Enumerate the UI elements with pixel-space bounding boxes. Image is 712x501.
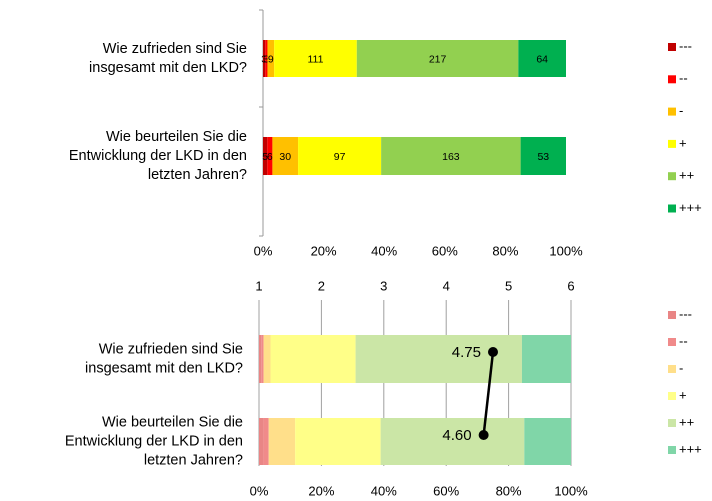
bar-segment: [274, 40, 357, 77]
x-tick-label: 100%: [549, 243, 583, 258]
bar-segment: [267, 40, 275, 77]
x-tick-label: 80%: [492, 243, 518, 258]
x-tick-label: 100%: [554, 483, 588, 498]
x2-tick-label: 2: [318, 278, 325, 293]
bar-segment: [518, 40, 566, 77]
bar-segment: [265, 40, 268, 77]
category-label: Entwicklung der LKD in den: [69, 148, 247, 164]
legend-swatch: [668, 139, 676, 148]
x-tick-label: 0%: [254, 243, 273, 258]
bar-segment: [263, 137, 268, 175]
x-tick-label: 60%: [433, 483, 459, 498]
value-label: 5: [262, 151, 268, 163]
legend-label: ++: [679, 168, 694, 183]
value-label: 163: [442, 151, 460, 163]
value-label: 3: [263, 53, 269, 65]
legend-label: -: [679, 103, 683, 118]
bar-segment: [259, 418, 264, 465]
legend-swatch: [668, 204, 676, 213]
value-label: 64: [536, 53, 548, 65]
category-label: Wie beurteilen Sie die: [102, 414, 243, 430]
legend-label: -: [679, 360, 683, 375]
legend-swatch: [668, 365, 676, 373]
bar-segment: [259, 335, 262, 383]
legend-label: +++: [679, 441, 702, 456]
category-label: letzten Jahren?: [148, 167, 247, 183]
bar-segment: [267, 137, 273, 175]
mean-point: [488, 347, 498, 357]
x2-tick-label: 3: [380, 278, 387, 293]
mean-point: [478, 430, 489, 440]
bar-segment: [263, 418, 269, 465]
bar-segment: [295, 418, 381, 465]
value-label: 3: [261, 53, 267, 65]
bar-segment: [298, 137, 382, 175]
bar-segment: [263, 335, 271, 383]
value-label: 30: [279, 151, 291, 163]
value-label: 97: [334, 151, 346, 163]
bar-segment: [355, 335, 522, 383]
category-label: insgesamt mit den LKD?: [85, 360, 243, 376]
legend-swatch: [668, 338, 676, 346]
x-tick-label: 20%: [308, 483, 334, 498]
mean-line: [482, 351, 495, 436]
bar-segment: [524, 418, 571, 465]
legend-swatch: [668, 75, 676, 84]
bar-segment: [261, 335, 264, 383]
value-label: 111: [308, 53, 324, 65]
bar-segment: [356, 40, 519, 77]
mean-label: 4.75: [452, 344, 481, 361]
legend-label: +: [679, 387, 687, 402]
x2-tick-label: 4: [443, 278, 450, 293]
legend-label: ---: [679, 306, 692, 321]
legend-swatch: [668, 43, 676, 51]
legend-label: ---: [679, 38, 692, 53]
category-label: Wie zufrieden sind Sie: [99, 341, 243, 357]
x2-tick-label: 6: [567, 278, 574, 293]
category-label: letzten Jahren?: [144, 452, 243, 468]
x-tick-label: 40%: [371, 243, 397, 258]
mean-label: 4.60: [442, 427, 471, 444]
legend-label: --: [679, 71, 688, 86]
value-label: 217: [429, 53, 447, 65]
bar-segment: [272, 137, 299, 175]
bar-segment: [521, 335, 571, 383]
bar-segment: [263, 40, 266, 77]
category-label: Entwicklung der LKD in den: [65, 433, 243, 449]
legend-swatch: [668, 172, 676, 181]
legend-label: +: [679, 135, 687, 150]
x-tick-label: 60%: [432, 243, 458, 258]
value-label: 53: [537, 151, 549, 163]
category-label: Wie zufrieden sind Sie: [103, 41, 247, 57]
legend-swatch: [668, 419, 676, 427]
value-label: 9: [268, 53, 274, 65]
legend-swatch: [668, 311, 676, 319]
x-tick-label: 0%: [250, 483, 269, 498]
x2-tick-label: 1: [255, 278, 262, 293]
legend-swatch: [668, 107, 676, 116]
category-label: insgesamt mit den LKD?: [89, 60, 247, 76]
bar-segment: [268, 418, 296, 465]
bar-segment: [380, 418, 525, 465]
legend-swatch: [668, 446, 676, 454]
bar-segment: [270, 335, 356, 383]
x-tick-label: 20%: [311, 243, 337, 258]
x-tick-label: 80%: [496, 483, 522, 498]
bar-segment: [520, 137, 566, 175]
legend-label: --: [679, 333, 688, 348]
legend-label: +++: [679, 200, 702, 215]
legend-swatch: [668, 392, 676, 400]
category-label: Wie beurteilen Sie die: [106, 129, 247, 145]
x-tick-label: 40%: [371, 483, 397, 498]
bar-segment: [381, 137, 521, 175]
x2-tick-label: 5: [505, 278, 512, 293]
legend-label: ++: [679, 414, 694, 429]
value-label: 6: [267, 151, 273, 163]
